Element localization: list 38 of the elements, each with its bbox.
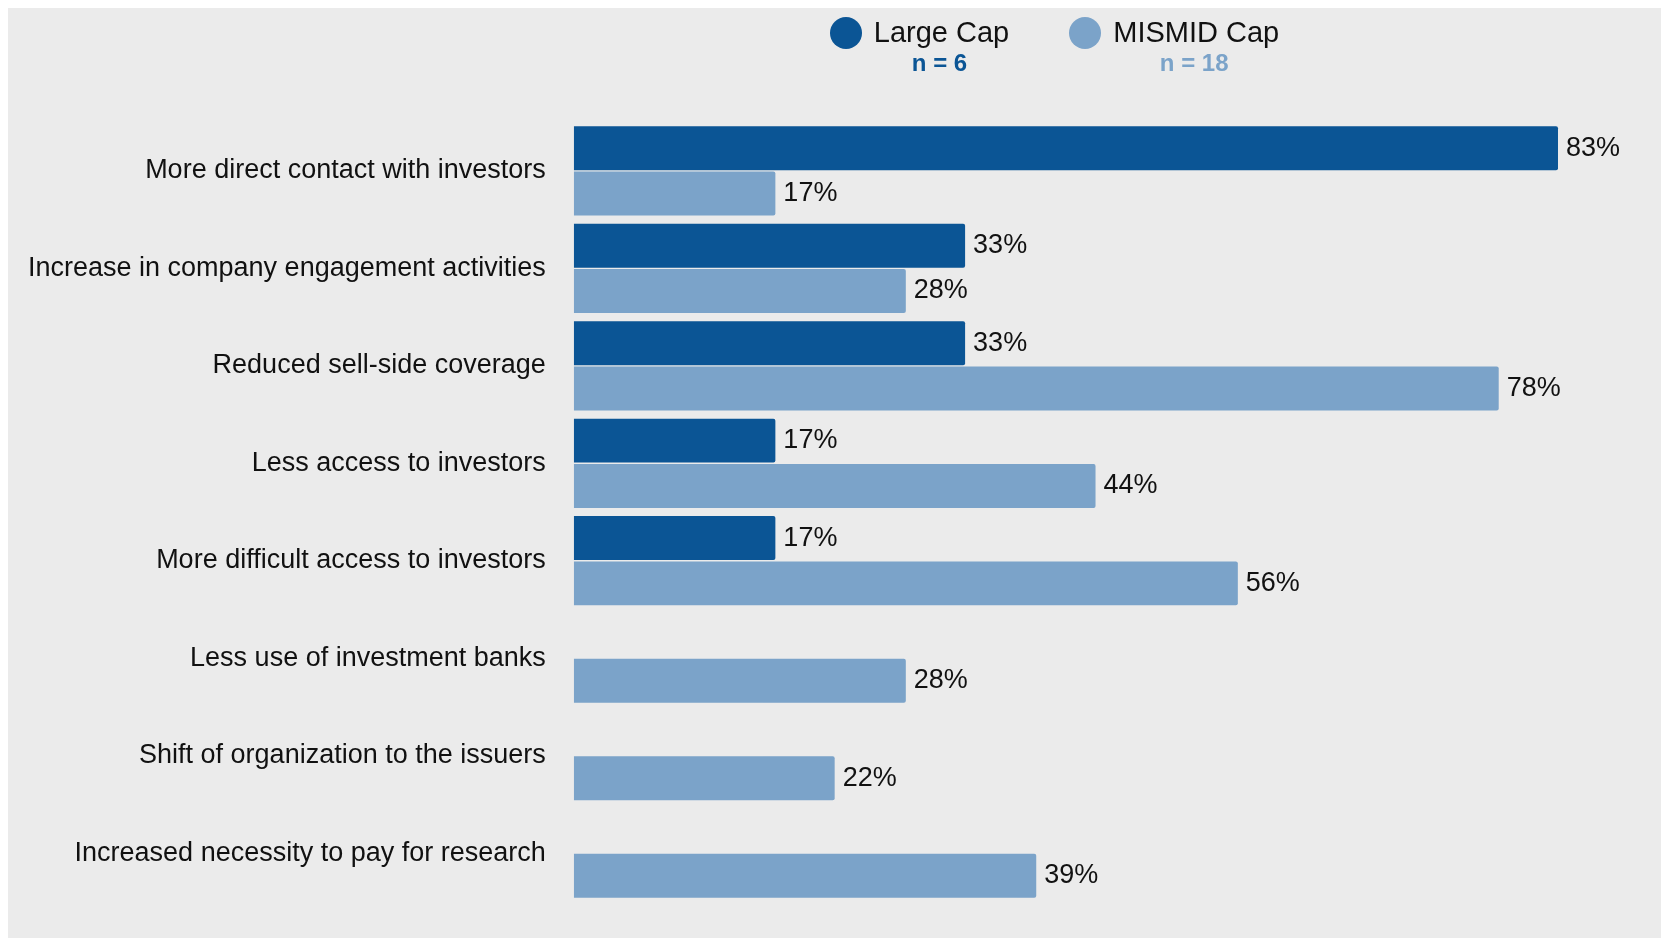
data-label: 39% — [1044, 859, 1099, 890]
bar — [573, 756, 835, 801]
bar — [573, 223, 966, 268]
text: n = 6 — [911, 49, 968, 77]
legend-label: MISMID Cap — [1113, 16, 1280, 49]
bar — [573, 418, 776, 463]
data-label: 78% — [1506, 371, 1561, 402]
data-label: 33% — [973, 229, 1028, 260]
bar — [573, 658, 906, 703]
legend-label: Large Cap — [873, 16, 1010, 49]
data-label: 17% — [783, 424, 838, 455]
bar — [573, 516, 776, 561]
data-label: 56% — [1245, 566, 1300, 597]
y-tick-label: Shift of organization to the issuers — [139, 739, 546, 770]
data-label: 17% — [783, 521, 838, 552]
bar — [573, 561, 1238, 606]
text: n = 18 — [1159, 49, 1229, 77]
bar — [573, 463, 1096, 508]
y-tick-label: Less use of investment banks — [190, 641, 546, 672]
y-tick-label: Increased necessity to pay for research — [74, 836, 546, 867]
bar — [573, 126, 1558, 171]
y-tick-label: Reduced sell-side coverage — [212, 349, 546, 380]
bar — [573, 853, 1037, 898]
y-tick-label: More direct contact with investors — [145, 154, 546, 185]
data-label: 17% — [783, 177, 838, 208]
y-tick-label: Increase in company engagement activities — [27, 251, 546, 282]
data-label: 28% — [913, 664, 968, 695]
data-label: 28% — [913, 274, 968, 305]
data-label: 22% — [842, 761, 897, 792]
bar — [573, 171, 776, 216]
bar — [573, 321, 966, 366]
y-tick-label: More difficult access to investors — [156, 544, 546, 575]
bar — [573, 269, 906, 314]
data-label: 83% — [1565, 131, 1621, 162]
bar — [573, 366, 1499, 411]
y-tick-label: Less access to investors — [251, 446, 546, 477]
data-label: 44% — [1103, 469, 1158, 500]
data-label: 33% — [973, 326, 1028, 357]
